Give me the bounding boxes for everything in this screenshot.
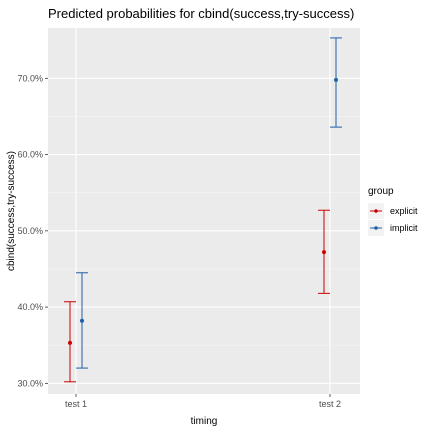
legend: group explicit implicit: [368, 186, 418, 236]
data-point: [68, 340, 72, 345]
y-tick-label: 60.0%: [17, 150, 43, 160]
y-axis-ticks: 30.0% 40.0% 50.0% 60.0% 70.0%: [17, 73, 48, 388]
legend-item-implicit: implicit: [368, 220, 418, 236]
legend-key-point: [374, 226, 378, 230]
y-tick-label: 40.0%: [17, 302, 43, 312]
legend-label: implicit: [390, 223, 418, 233]
plot-panel: [48, 28, 360, 394]
legend-item-explicit: explicit: [368, 203, 418, 219]
x-axis-title: timing: [191, 416, 218, 427]
legend-key-point: [374, 209, 378, 213]
grid-lines: [48, 28, 360, 394]
chart-title: Predicted probabilities for cbind(succes…: [48, 6, 354, 21]
x-axis-ticks: test 1 test 2: [65, 394, 341, 409]
series-explicit: [64, 209, 330, 383]
data-point: [334, 77, 338, 82]
y-tick-label: 50.0%: [17, 226, 43, 236]
series-implicit: [76, 37, 342, 369]
x-tick-label: test 2: [319, 399, 341, 409]
data-point: [80, 318, 84, 323]
y-tick-label: 30.0%: [17, 378, 43, 388]
x-tick-label: test 1: [65, 399, 87, 409]
y-axis-title: cbind(success,try-success): [6, 151, 17, 271]
legend-title: group: [368, 186, 394, 197]
data-series: [64, 37, 342, 383]
legend-label: explicit: [390, 206, 418, 216]
y-tick-label: 70.0%: [17, 73, 43, 83]
data-point: [322, 250, 326, 255]
